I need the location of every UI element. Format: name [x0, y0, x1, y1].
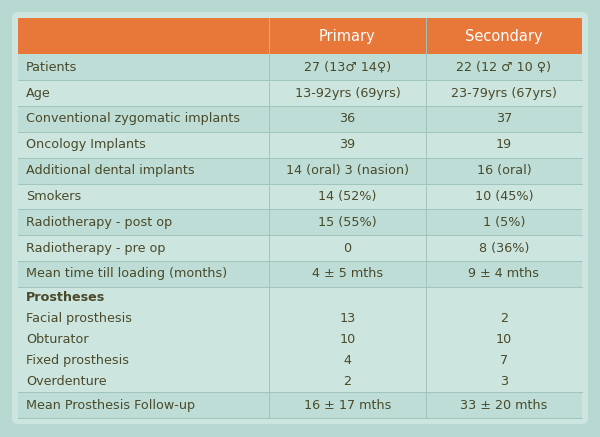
FancyBboxPatch shape — [12, 12, 588, 424]
Text: 27 (13♂ 14♀): 27 (13♂ 14♀) — [304, 61, 391, 74]
Text: 16 (oral): 16 (oral) — [476, 164, 531, 177]
Text: 9 ± 4 mths: 9 ± 4 mths — [469, 267, 539, 281]
Text: Fixed prosthesis: Fixed prosthesis — [26, 354, 129, 367]
Text: 3: 3 — [500, 375, 508, 388]
Bar — [18, 54, 582, 80]
Text: 22 (12 ♂ 10 ♀): 22 (12 ♂ 10 ♀) — [457, 61, 551, 74]
Bar — [18, 287, 582, 392]
Text: Radiotherapy - pre op: Radiotherapy - pre op — [26, 242, 166, 255]
Text: 33 ± 20 mths: 33 ± 20 mths — [460, 399, 548, 412]
Text: 15 (55%): 15 (55%) — [318, 216, 377, 229]
Text: Patients: Patients — [26, 61, 77, 74]
Text: 14 (oral) 3 (nasion): 14 (oral) 3 (nasion) — [286, 164, 409, 177]
Text: 14 (52%): 14 (52%) — [318, 190, 377, 203]
Text: 10 (45%): 10 (45%) — [475, 190, 533, 203]
Text: 13: 13 — [339, 312, 356, 325]
Text: 10: 10 — [339, 333, 356, 346]
Text: Overdenture: Overdenture — [26, 375, 107, 388]
Bar — [18, 261, 582, 287]
Text: Age: Age — [26, 87, 51, 100]
Bar — [18, 132, 582, 158]
Text: Oncology Implants: Oncology Implants — [26, 138, 146, 151]
Text: 2: 2 — [343, 375, 352, 388]
Text: Mean time till loading (months): Mean time till loading (months) — [26, 267, 227, 281]
Text: Smokers: Smokers — [26, 190, 81, 203]
Bar — [18, 106, 582, 132]
Text: 13-92yrs (69yrs): 13-92yrs (69yrs) — [295, 87, 400, 100]
Text: Prostheses: Prostheses — [26, 291, 105, 304]
Text: 8 (36%): 8 (36%) — [479, 242, 529, 255]
Text: 19: 19 — [496, 138, 512, 151]
Text: Facial prosthesis: Facial prosthesis — [26, 312, 132, 325]
Text: Obturator: Obturator — [26, 333, 89, 346]
Text: 37: 37 — [496, 112, 512, 125]
Bar — [18, 184, 582, 209]
Bar — [18, 80, 582, 106]
Text: 2: 2 — [500, 312, 508, 325]
Bar — [18, 392, 582, 418]
Bar — [18, 235, 582, 261]
Text: Secondary: Secondary — [465, 29, 542, 44]
Text: Radiotherapy - post op: Radiotherapy - post op — [26, 216, 172, 229]
Text: 36: 36 — [340, 112, 355, 125]
Text: 0: 0 — [343, 242, 352, 255]
Text: Additional dental implants: Additional dental implants — [26, 164, 194, 177]
Text: 23-79yrs (67yrs): 23-79yrs (67yrs) — [451, 87, 557, 100]
Text: Primary: Primary — [319, 29, 376, 44]
Text: Mean Prosthesis Follow-up: Mean Prosthesis Follow-up — [26, 399, 195, 412]
Text: 39: 39 — [340, 138, 355, 151]
Text: 7: 7 — [500, 354, 508, 367]
Text: 16 ± 17 mths: 16 ± 17 mths — [304, 399, 391, 412]
Text: Conventional zygomatic implants: Conventional zygomatic implants — [26, 112, 240, 125]
Bar — [18, 18, 582, 54]
Text: 4: 4 — [343, 354, 352, 367]
Text: 4 ± 5 mths: 4 ± 5 mths — [312, 267, 383, 281]
Text: 1 (5%): 1 (5%) — [482, 216, 525, 229]
Bar — [18, 158, 582, 184]
Bar — [18, 209, 582, 235]
Text: 10: 10 — [496, 333, 512, 346]
